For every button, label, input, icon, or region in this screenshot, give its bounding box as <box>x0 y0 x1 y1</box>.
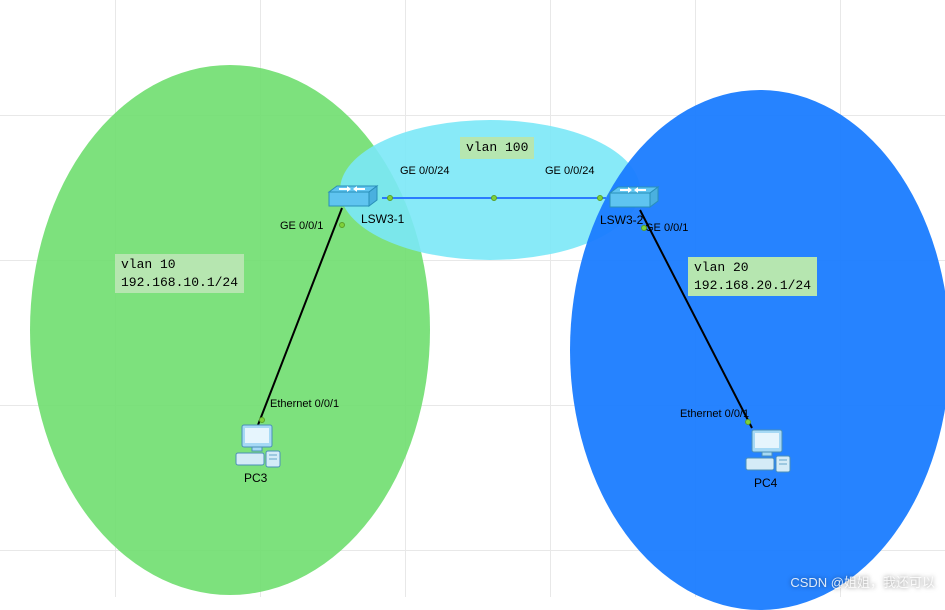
pc4[interactable] <box>742 428 792 474</box>
switch-lsw3-2-label: LSW3-2 <box>600 213 643 227</box>
link-endpoint-dot <box>387 195 393 201</box>
port-label: Ethernet 0/0/1 <box>680 408 749 420</box>
link-endpoint-dot <box>259 417 265 423</box>
vlan10-zone <box>30 65 430 595</box>
link-endpoint-dot <box>597 195 603 201</box>
vlan20-zone <box>570 90 945 610</box>
pc4-label: PC4 <box>754 476 777 490</box>
link-endpoint-dot <box>641 225 647 231</box>
port-label: GE 0/0/1 <box>645 222 688 234</box>
vlan20-label: vlan 20 192.168.20.1/24 <box>688 257 817 296</box>
link-endpoint-dot <box>339 222 345 228</box>
port-label: GE 0/0/24 <box>545 165 595 177</box>
switch-lsw3-2[interactable] <box>606 183 662 213</box>
watermark: CSDN @姐姐，我还可以 <box>790 572 935 591</box>
port-label: GE 0/0/24 <box>400 165 450 177</box>
vlan100-label: vlan 100 <box>460 137 534 159</box>
vlan10-label: vlan 10 192.168.10.1/24 <box>115 254 244 293</box>
link-endpoint-dot <box>745 419 751 425</box>
link-endpoint-dot <box>491 195 497 201</box>
switch-lsw3-1[interactable] <box>325 182 381 212</box>
pc3-label: PC3 <box>244 471 267 485</box>
port-label: GE 0/0/1 <box>280 220 323 232</box>
pc3[interactable] <box>232 423 282 469</box>
port-label: Ethernet 0/0/1 <box>270 398 339 410</box>
switch-lsw3-1-label: LSW3-1 <box>361 212 404 226</box>
